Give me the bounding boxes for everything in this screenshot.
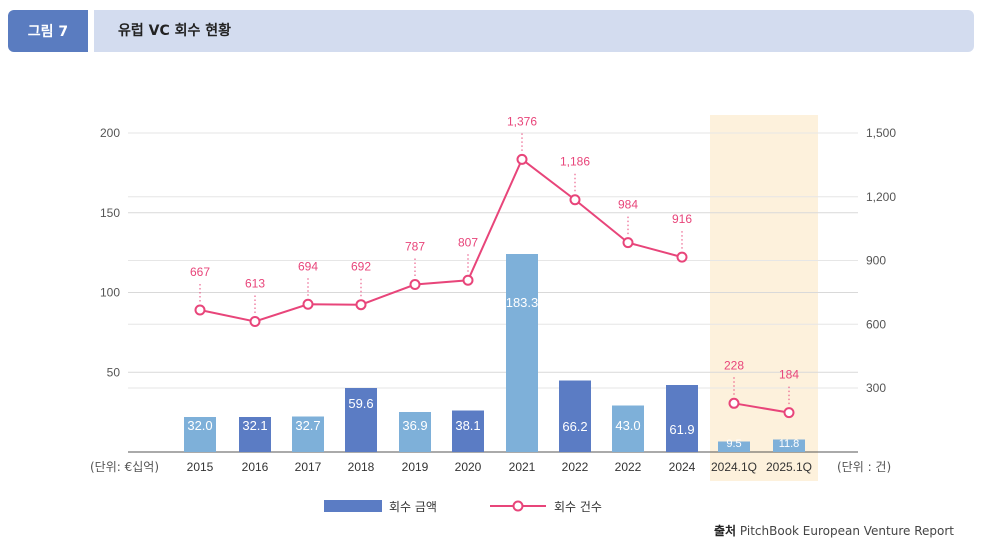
line-value-label: 807 [458, 235, 478, 249]
x-axis-tick-label: 2024.1Q [711, 460, 757, 474]
x-axis-tick-label: 2022 [615, 460, 642, 474]
bar [559, 380, 591, 452]
line-value-label: 1,186 [560, 155, 590, 169]
line-value-label: 667 [190, 265, 210, 279]
source-note: 출처 PitchBook European Venture Report [714, 522, 954, 539]
bar [399, 412, 431, 452]
line-point [676, 251, 688, 263]
line-point [302, 298, 314, 310]
line-point [516, 153, 528, 165]
line-point [783, 407, 795, 419]
right-axis-tick-label: 1,500 [866, 126, 896, 140]
line-value-label: 787 [405, 240, 425, 254]
line-value-label: 916 [672, 212, 692, 226]
bar [292, 416, 324, 452]
legend-line-marker [512, 500, 524, 512]
bar [773, 439, 805, 452]
line-point [728, 397, 740, 409]
figure-title-bar: 유럽 VC 회수 현황 [94, 10, 974, 52]
bar [666, 385, 698, 452]
left-axis-tick-label: 50 [107, 365, 121, 379]
x-axis-tick-label: 2017 [295, 460, 322, 474]
line-point [194, 304, 206, 316]
bar [184, 417, 216, 452]
figure-header: 그림 7 유럽 VC 회수 현황 [8, 10, 974, 52]
line-value-label: 613 [245, 276, 265, 290]
right-axis-tick-label: 300 [866, 381, 886, 395]
highlight-band [710, 115, 818, 481]
bar [506, 254, 538, 452]
bar-value-label: 38.1 [455, 418, 480, 433]
line-point [462, 274, 474, 286]
line-value-label: 692 [351, 260, 371, 274]
bar [239, 417, 271, 452]
bar [612, 405, 644, 452]
line-point [409, 279, 421, 291]
x-axis-tick-label: 2022 [562, 460, 589, 474]
bar-value-label: 36.9 [402, 418, 427, 433]
bar-value-label: 32.0 [187, 418, 212, 433]
left-axis-tick-label: 200 [100, 126, 120, 140]
bar-value-label: 9.5 [726, 438, 741, 450]
bar [718, 441, 750, 452]
bar-value-label: 11.8 [779, 438, 800, 450]
x-axis-tick-label: 2025.1Q [766, 460, 812, 474]
figure-title: 유럽 VC 회수 현황 [118, 23, 232, 39]
legend-bar-label: 회수 금액 [389, 500, 437, 514]
line-value-label: 984 [618, 198, 638, 212]
right-axis-tick-label: 1,200 [866, 190, 896, 204]
source-label: 출처 [713, 524, 737, 538]
x-axis-tick-label: 2018 [348, 460, 375, 474]
legend-bar-swatch [324, 500, 382, 512]
bar [452, 410, 484, 452]
figure-label: 그림 7 [8, 10, 88, 52]
bar-value-label: 32.7 [295, 418, 320, 433]
right-axis-tick-label: 900 [866, 254, 886, 268]
bar-value-label: 183.3 [506, 295, 539, 310]
bar-value-label: 43.0 [615, 418, 640, 433]
right-axis-unit-label: (단위 : 건) [837, 460, 891, 474]
bar-value-label: 66.2 [562, 419, 587, 434]
bar-value-label: 32.1 [242, 418, 267, 433]
line-series [733, 402, 790, 414]
x-axis-tick-label: 2021 [509, 460, 536, 474]
left-axis-tick-label: 150 [100, 206, 120, 220]
x-axis-tick-label: 2016 [242, 460, 269, 474]
bar-value-label: 61.9 [669, 422, 694, 437]
line-point [569, 194, 581, 206]
bar-value-label: 59.6 [348, 396, 373, 411]
x-axis-tick-label: 2020 [455, 460, 482, 474]
line-value-label: 184 [779, 368, 799, 382]
line-value-label: 694 [298, 259, 318, 273]
line-series [199, 157, 683, 323]
bar [345, 388, 377, 452]
left-axis-tick-label: 100 [100, 286, 120, 300]
x-axis-tick-label: 2019 [402, 460, 429, 474]
line-point [355, 299, 367, 311]
x-axis-tick-label: 2015 [187, 460, 214, 474]
x-axis-tick-label: 2024 [669, 460, 696, 474]
legend-line-label: 회수 건수 [554, 500, 602, 514]
source-text: PitchBook European Venture Report [739, 524, 954, 538]
line-point [249, 315, 261, 327]
line-value-label: 228 [724, 358, 744, 372]
line-point [622, 237, 634, 249]
left-axis-unit-label: (단위: €십억) [90, 460, 159, 474]
right-axis-tick-label: 600 [866, 317, 886, 331]
line-value-label: 1,376 [507, 114, 537, 128]
